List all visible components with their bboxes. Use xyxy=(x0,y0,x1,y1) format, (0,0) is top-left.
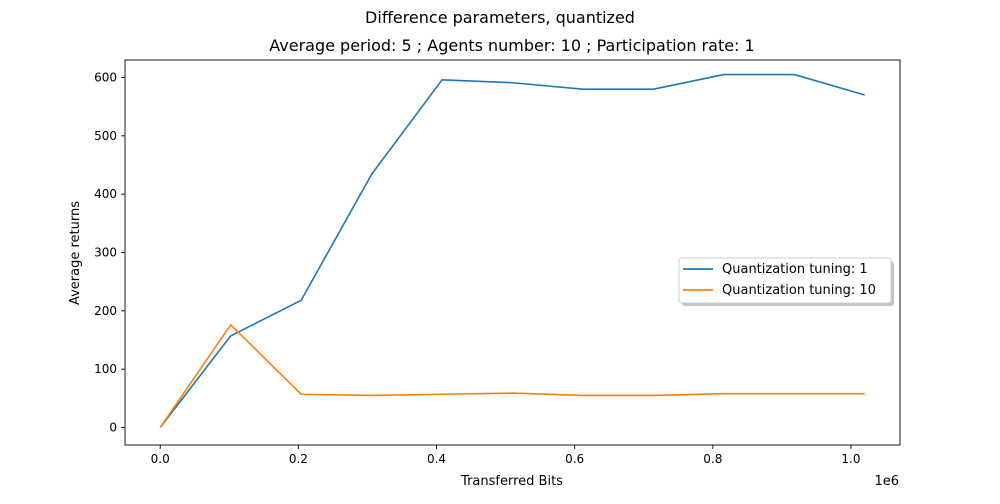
series-line-2 xyxy=(159,324,865,428)
series-layer xyxy=(159,73,865,428)
legend-label: Quantization tuning: 10 xyxy=(722,283,876,298)
x-tick-label: 0.2 xyxy=(289,452,308,466)
legend-label: Quantization tuning: 1 xyxy=(722,262,868,277)
y-tick-label: 500 xyxy=(94,129,117,143)
x-axis-offset-label: 1e6 xyxy=(874,474,899,489)
chart-title: Average period: 5 ; Agents number: 10 ; … xyxy=(269,36,754,55)
y-tick-label: 400 xyxy=(94,187,117,201)
series-line-1 xyxy=(159,73,865,428)
y-axis-label: Average returns xyxy=(68,201,83,305)
y-tick-label: 200 xyxy=(94,304,117,318)
y-tick-label: 0 xyxy=(109,421,117,435)
x-tick-label: 0.4 xyxy=(427,452,446,466)
x-axis: 0.0 0.2 0.4 0.6 0.8 1.0 xyxy=(151,445,861,466)
chart-suptitle: Difference parameters, quantized xyxy=(365,8,635,27)
y-tick-label: 300 xyxy=(94,246,117,260)
x-tick-label: 0.8 xyxy=(703,452,722,466)
x-axis-label: Transferred Bits xyxy=(460,474,563,489)
y-axis: 0 100 200 300 400 500 600 xyxy=(94,71,125,435)
y-tick-label: 600 xyxy=(94,71,117,85)
x-tick-label: 0.0 xyxy=(151,452,170,466)
legend: Quantization tuning: 1 Quantization tunin… xyxy=(678,257,894,306)
x-tick-label: 0.6 xyxy=(565,452,584,466)
legend-box xyxy=(678,257,892,304)
y-tick-label: 100 xyxy=(94,362,117,376)
x-tick-label: 1.0 xyxy=(841,452,860,466)
